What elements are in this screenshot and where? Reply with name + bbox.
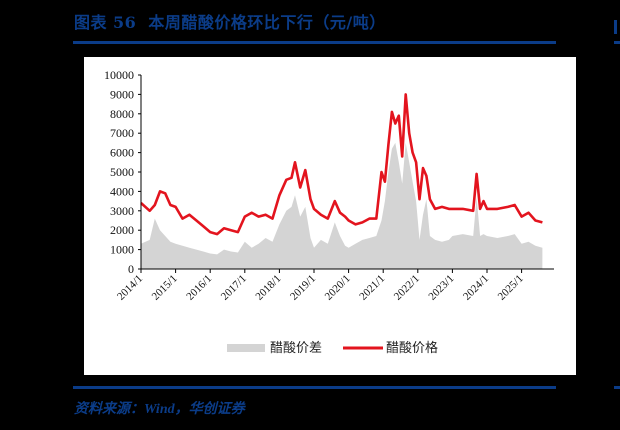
x-tick-label: 2025/1 bbox=[496, 273, 526, 303]
chart-legend: 醋酸价差 醋酸价格 bbox=[227, 340, 438, 355]
chart-card: 0 1000 2000 3000 4000 5000 6000 7000 8000 9000 100… bbox=[84, 57, 576, 375]
y-tick-label: 9000 bbox=[110, 87, 134, 101]
legend-price-label: 醋酸价格 bbox=[386, 340, 438, 355]
y-tick-label: 6000 bbox=[110, 146, 134, 160]
adjacent-footer-rule-fragment bbox=[614, 386, 620, 389]
source-note: 资料来源：Wind，华创证券 bbox=[74, 402, 245, 417]
figure-title: 图表 56 本周醋酸价格环比下行（元/吨） bbox=[74, 9, 386, 33]
y-tick-label: 10000 bbox=[104, 68, 134, 82]
x-tick-label: 2018/1 bbox=[253, 273, 283, 303]
y-tick-label: 7000 bbox=[110, 126, 134, 140]
y-tick-label: 4000 bbox=[110, 184, 134, 198]
x-tick-label: 2022/1 bbox=[392, 273, 422, 303]
y-tick-label: 5000 bbox=[110, 165, 134, 179]
x-tick-label: 2015/1 bbox=[150, 273, 180, 303]
x-tick-label: 2019/1 bbox=[288, 273, 318, 303]
x-tick-label: 2021/1 bbox=[357, 273, 387, 303]
y-tick-label: 1000 bbox=[110, 243, 134, 257]
title-rule bbox=[73, 41, 556, 44]
adjacent-rule-fragment bbox=[614, 41, 620, 44]
y-tick-label: 8000 bbox=[110, 107, 134, 121]
x-tick-label: 2020/1 bbox=[323, 273, 353, 303]
y-tick-label: 2000 bbox=[110, 223, 134, 237]
x-tick-label: 2016/1 bbox=[184, 273, 214, 303]
price-line bbox=[140, 93, 543, 236]
legend-spread-swatch bbox=[227, 344, 265, 352]
x-tick-label: 2017/1 bbox=[219, 273, 249, 303]
adjacent-title-fragment bbox=[614, 20, 617, 34]
spread-area-series bbox=[141, 142, 543, 269]
figure-caption: 本周醋酸价格环比下行（元/吨） bbox=[148, 13, 386, 32]
x-tick-label: 2014/1 bbox=[115, 273, 145, 303]
price-line-series bbox=[140, 93, 543, 236]
legend-spread-label: 醋酸价差 bbox=[270, 340, 322, 355]
footer-rule bbox=[73, 386, 556, 389]
line-area-chart: 0 1000 2000 3000 4000 5000 6000 7000 8000 9000 100… bbox=[104, 68, 554, 355]
y-tick-label: 3000 bbox=[110, 204, 134, 218]
figure-label: 图表 bbox=[74, 13, 108, 32]
figure-number: 56 bbox=[113, 13, 137, 32]
spread-area bbox=[141, 142, 543, 269]
y-tick-label: 0 bbox=[128, 262, 134, 276]
x-tick-label: 2024/1 bbox=[461, 273, 491, 303]
x-tick-label: 2023/1 bbox=[426, 273, 456, 303]
